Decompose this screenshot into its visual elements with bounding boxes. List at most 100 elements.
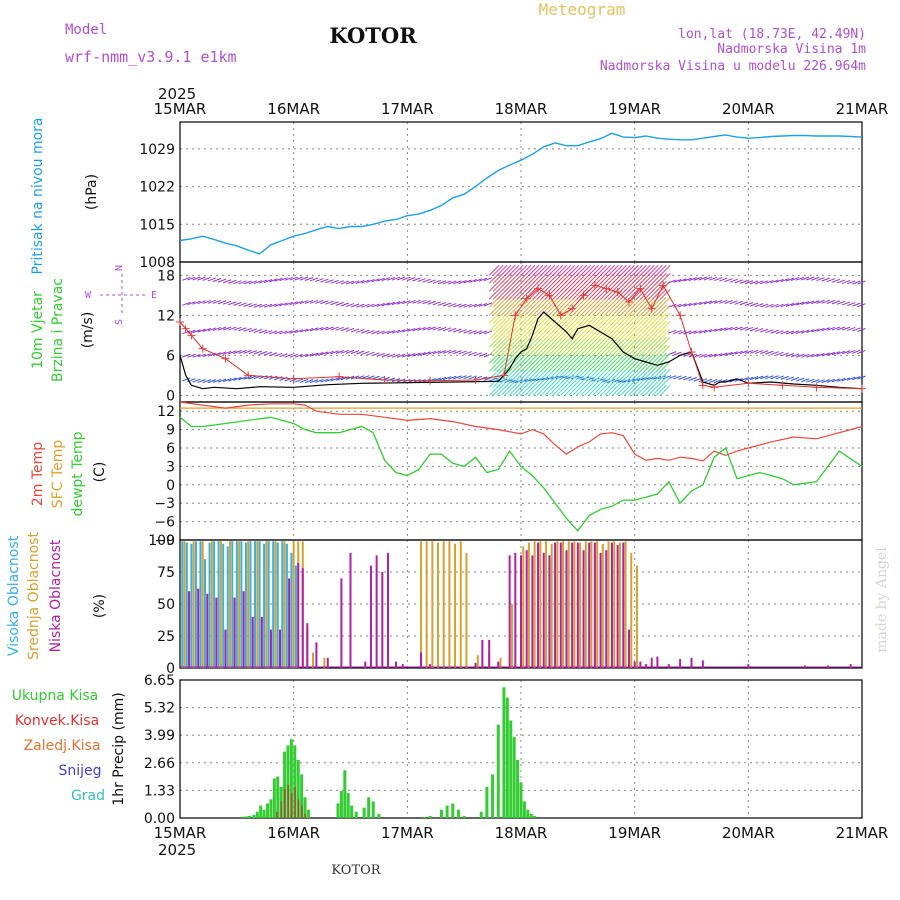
cloud-bar-low [645,664,648,668]
compass-e: E [151,290,157,301]
gust-marker [187,331,196,340]
wind-arrow [775,351,784,356]
wind-arrow [703,276,713,281]
wind-arrow [770,351,779,356]
wind-arrow [693,330,702,335]
cloud-bar-mid [201,541,204,668]
cloud-bar-high [231,541,234,668]
wind-arrow [749,280,759,285]
wind-arrow [289,353,298,358]
cloud-bar-mid [510,604,513,668]
wind-storm-arrow [516,264,528,276]
wind-arrow [714,353,723,358]
wind-arrow [258,303,268,308]
wind-arrow [448,327,457,332]
wind-arrow [345,303,355,308]
wind-arrow [345,280,355,285]
wind-arrow [202,299,211,304]
wind-arrow [371,330,380,335]
wind-arrow [274,277,283,282]
wind-arrow [806,276,815,281]
cloud-bar-low [349,552,352,668]
cloud-bar-low [279,629,282,668]
year-bottom: 2025 [158,841,196,859]
wind-storm-arrow [620,264,631,276]
wind-arrow [483,330,493,335]
cloud-bar-low [559,542,562,668]
wind-arrow [765,329,774,334]
wind-arrow [381,302,390,307]
cloud-bar-mid [635,565,638,668]
precip-bar-total [255,811,259,818]
wind-arrow [407,327,416,332]
wind-arrow [243,375,252,380]
wind-storm-arrow [659,280,671,292]
wind-arrow [483,277,493,282]
wind-arrow [816,327,825,332]
cloud-bar-low [381,572,384,668]
wind-arrow [806,353,815,358]
wind-arrow [345,349,355,354]
wind-arrow [330,279,339,284]
cloud-bar-high [285,543,288,668]
precip-bar-total [300,774,304,818]
wind-arrow [821,277,830,282]
wind-arrow [325,350,334,355]
wind-arrow [852,302,861,307]
wind-storm-arrow [659,264,671,276]
wind-arrow [749,327,759,332]
cloud-bar-high [194,541,197,668]
wind-arrow [688,377,697,381]
wind-arrow [402,328,411,333]
wind-arrow [841,326,851,331]
wind-storm-arrow [600,264,611,276]
gust-marker [221,354,230,363]
wind-arrow [366,351,375,356]
wind-arrow [719,327,728,332]
wind-arrow [315,299,324,304]
wind-arrow [729,278,738,283]
wind-arrow [765,375,774,380]
wind-arrow [340,327,350,332]
cloud-bar-low [667,664,670,668]
wind-arrow [678,303,687,308]
wind-arrow [238,349,247,354]
y-tick-label-wind: 12 [157,308,175,324]
cloud-bar-low [656,656,659,668]
gust-marker [522,294,531,303]
wind-arrow [847,376,856,381]
wind-arrow [422,351,431,356]
wind-arrow [330,326,339,331]
wind-arrow [831,300,841,305]
cloud-bar-low [206,593,209,668]
wind-arrow [412,327,421,332]
wind-arrow [821,379,830,384]
wind-arrow [437,376,447,381]
cloud-bar-mid [624,541,627,668]
wind-storm-arrow [655,272,667,284]
precip-bar-total [283,751,287,818]
cloud-bar-low [633,661,636,668]
wind-storm-arrow [608,264,619,276]
wind-arrow [335,280,344,285]
wind-arrow [427,350,436,355]
precip-bar-total [289,739,293,818]
wind-arrow [714,277,723,282]
wind-arrow [412,277,421,282]
wind-arrow [248,375,257,380]
gust-marker [176,318,184,326]
wind-arrow [417,299,426,304]
wind-arrow [197,378,206,383]
precip-bar-total [377,813,381,818]
wind-arrow [458,280,467,284]
precip-bar-total [491,774,495,818]
footer-station: KOTOR [331,863,381,878]
wind-arrow [473,303,483,308]
wind-arrow [673,330,682,335]
wind-arrow [197,328,206,333]
wind-arrow [821,352,830,357]
wind-arrow [841,279,851,284]
cloud-bar-high [190,543,193,668]
cloud-unit: (%) [92,594,108,618]
precip-bar-total [269,799,273,818]
